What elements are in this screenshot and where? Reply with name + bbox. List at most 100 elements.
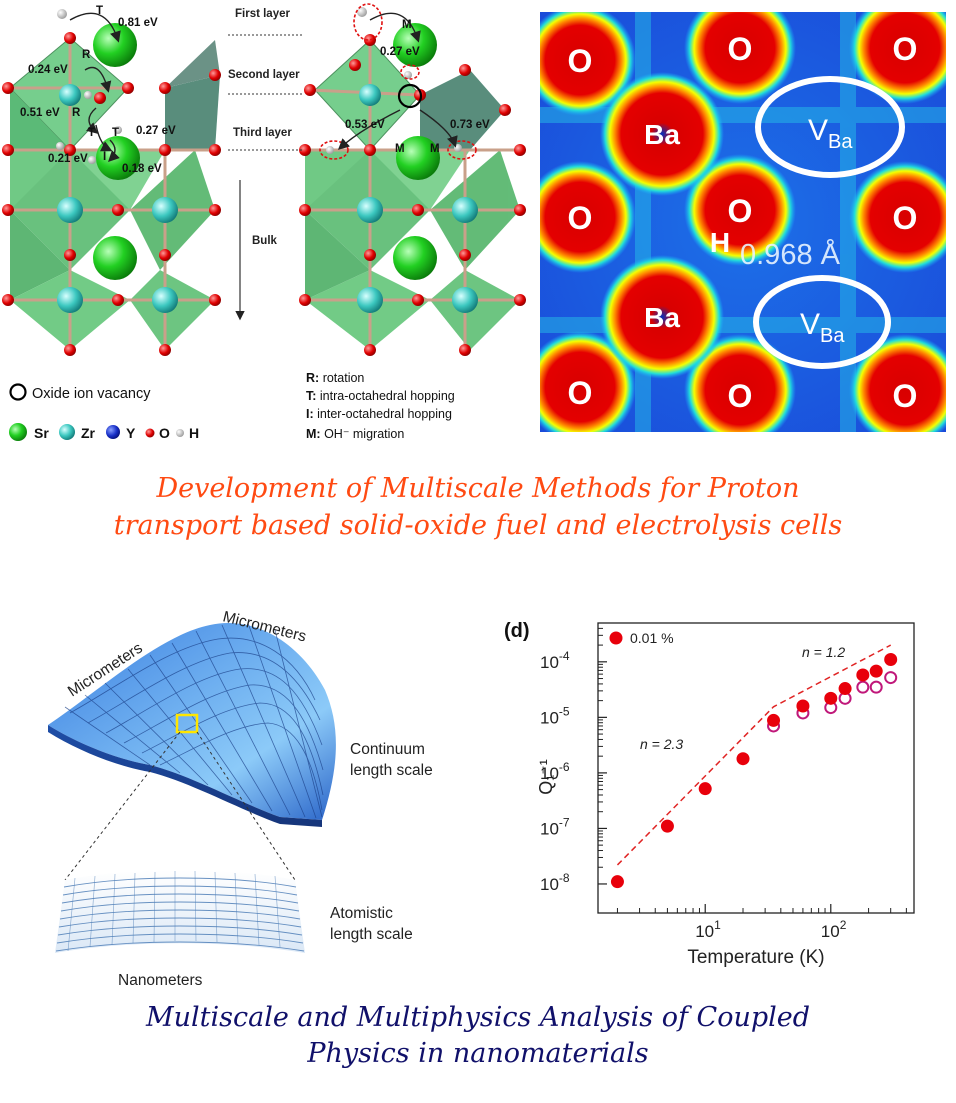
fit-label-high: n = 1.2	[802, 644, 845, 660]
legend-label: 0.01 %	[630, 630, 674, 646]
x-tick-label: 102	[821, 918, 847, 941]
map-ba-1: Ba	[644, 119, 680, 150]
x-ticks: 101 102	[616, 904, 907, 941]
label-atomistic-1: Atomistic	[330, 905, 393, 922]
filled-point	[824, 691, 838, 705]
svg-text:T: intra-octahedral hopping: T: intra-octahedral hopping	[306, 389, 455, 403]
legend-o: O	[159, 425, 170, 441]
zr-legend-icon	[59, 424, 75, 440]
zoom-lines	[64, 731, 296, 881]
map-v-sub-2: Ba	[820, 325, 845, 347]
map-ba-2: Ba	[644, 302, 680, 333]
label-m1: M	[402, 19, 412, 31]
caption-top-line2: transport based solid-oxide fuel and ele…	[113, 510, 843, 541]
continuum-surface	[48, 622, 336, 820]
y-tick-exp: -4	[559, 649, 570, 663]
o-atoms	[2, 32, 526, 356]
label-r2: R	[72, 107, 81, 119]
y-tick-base: 10	[540, 708, 559, 727]
x-tick-base: 10	[695, 922, 714, 941]
zoom-box	[175, 713, 199, 734]
label-e2: 0.24 eV	[28, 64, 68, 76]
label-second-layer: Second layer	[228, 69, 300, 81]
filled-point	[736, 752, 750, 766]
y-tick-exp: -8	[559, 871, 570, 885]
caption-top: Development of Multiscale Methods for Pr…	[0, 470, 956, 544]
label-m2: M	[395, 143, 405, 155]
octahedra-middle	[305, 39, 520, 350]
vacancy-ellipses	[753, 76, 905, 369]
vacancy-marker	[397, 83, 423, 109]
highlight-ellipses	[319, 3, 477, 160]
map-o-9: O	[893, 378, 918, 414]
y-tick-label: 10-5	[540, 704, 570, 727]
atomistic-lattice	[55, 870, 305, 953]
map-v-2: V	[800, 308, 820, 341]
legend-h: H	[189, 425, 199, 441]
y-tick-base: 10	[540, 653, 559, 672]
legend-y: Y	[126, 425, 136, 441]
label-bulk: Bulk	[252, 235, 278, 247]
x-tick-exp: 2	[840, 918, 847, 932]
filled-point	[767, 713, 781, 727]
barium-spheres	[600, 72, 724, 379]
damping-chart: (d) 0.01 % 101 102 10-810-710-610-510-4 n…	[504, 620, 915, 968]
label-nanometers: Nanometers	[118, 972, 203, 989]
caption-bottom-line2: Physics in nanomaterials	[307, 1038, 649, 1069]
caption-bottom: Multiscale and Multiphysics Analysis of …	[0, 1000, 956, 1072]
y-legend-icon	[106, 425, 120, 439]
map-o-4: O	[568, 200, 593, 236]
legend-i-text: inter-octahedral hopping	[317, 407, 452, 421]
map-distance: 0.968 Å	[740, 238, 841, 271]
map-v-1: V	[808, 114, 828, 147]
y-tick-label: 10-4	[540, 649, 570, 672]
open-point	[884, 671, 898, 685]
label-third-layer: Third layer	[233, 127, 292, 139]
label-continuum-1: Continuum	[350, 741, 425, 758]
label-e1: 0.81 eV	[118, 17, 158, 29]
legend-r-text: rotation	[323, 371, 365, 385]
label-first-layer: First layer	[235, 8, 290, 20]
hop-arrows	[69, 12, 458, 162]
map-o-6: O	[893, 200, 918, 236]
label-t2: T	[88, 127, 95, 139]
filled-point	[869, 664, 883, 678]
legend-t-key: T:	[306, 389, 316, 403]
label-m3: M	[430, 143, 440, 155]
label-atomistic-2: length scale	[330, 926, 413, 943]
fit-line	[616, 644, 892, 866]
filled-point	[660, 819, 674, 833]
label-i: I	[103, 151, 106, 163]
vacancy-legend-icon	[9, 383, 27, 401]
layer-dividers	[228, 34, 302, 151]
caption-top-line1: Development of Multiscale Methods for Pr…	[156, 473, 800, 504]
y-ticks: 10-810-710-610-510-4	[540, 622, 607, 894]
map-h: H	[710, 227, 730, 258]
oxygen-spheres	[540, 12, 946, 432]
octahedra-left	[9, 37, 220, 350]
label-e9: 0.73 eV	[450, 119, 490, 131]
legend-zr: Zr	[81, 425, 96, 441]
x-tick-base: 10	[821, 922, 840, 941]
h-legend-icon	[176, 429, 184, 437]
y-tick-base: 10	[540, 764, 559, 783]
plot-frame	[597, 622, 915, 914]
svg-text:M: OH⁻ migration: M: OH⁻ migration	[306, 427, 404, 441]
label-e5: 0.21 eV	[48, 153, 88, 165]
filled-point	[884, 653, 898, 667]
y-tick-base: 10	[540, 875, 559, 894]
map-labels: O O O O O O O O O Ba Ba H	[568, 31, 918, 414]
structure-legend: Oxide ion vacancy Sr Zr Y O H	[9, 383, 199, 441]
legend-marker	[609, 631, 623, 645]
svg-text:R: rotation: R: rotation	[306, 371, 364, 385]
label-r1: R	[82, 49, 91, 61]
y-tick-label: 10-6	[540, 760, 570, 783]
map-o-2: O	[728, 31, 753, 67]
y-tick-label: 10-7	[540, 815, 570, 838]
perovskite-structure-figure: T 0.81 eV R 0.24 eV 0.51 eV R T T 0.27 e…	[2, 3, 526, 441]
filled-point	[698, 782, 712, 796]
y-axis-label: Q₁⁻¹	[536, 759, 556, 795]
svg-text:VBa: VBa	[808, 114, 853, 153]
label-t3: T	[112, 127, 119, 139]
fit-label-low: n = 2.3	[640, 736, 683, 752]
